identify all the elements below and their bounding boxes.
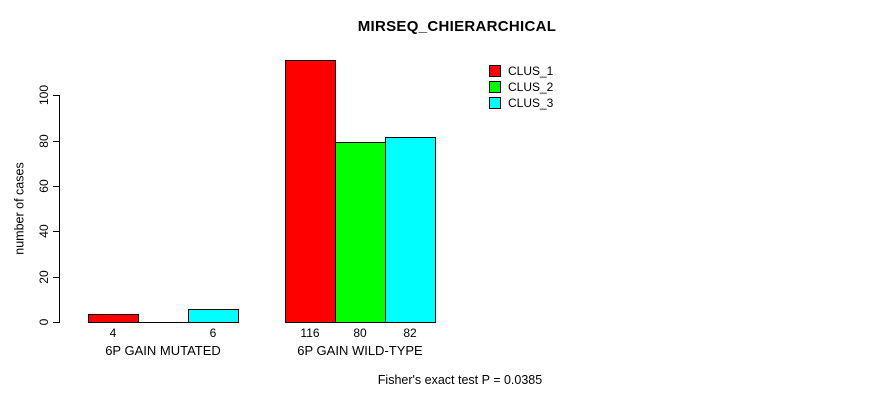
y-tick-mark	[53, 277, 59, 278]
bar-value-label: 4	[109, 326, 117, 340]
legend-swatch-clus_3	[489, 97, 501, 109]
y-axis-line	[59, 95, 60, 323]
y-axis-title: number of cases	[12, 162, 27, 255]
group-label: 6P GAIN MUTATED	[105, 343, 221, 358]
legend-row: CLUS_1	[489, 63, 553, 79]
bar-value-label: 116	[300, 326, 320, 340]
bar-value-label: 6	[209, 326, 217, 340]
bar-clus_2-2	[335, 142, 386, 323]
legend-row: CLUS_3	[489, 95, 553, 111]
bar-clus_1-1	[88, 314, 139, 323]
legend: CLUS_1 CLUS_2 CLUS_3	[489, 63, 553, 111]
footer-note: Fisher's exact test P = 0.0385	[377, 373, 543, 387]
y-tick-label: 100	[37, 84, 51, 106]
group-label: 6P GAIN WILD-TYPE	[297, 343, 423, 358]
bar-value-label: 80	[353, 326, 367, 340]
y-tick-mark	[53, 186, 59, 187]
chart-title: MIRSEQ_CHIERARCHICAL	[357, 18, 557, 35]
legend-label: CLUS_1	[508, 64, 554, 78]
bar-clus_2-1	[138, 322, 189, 323]
bar-value-label: 82	[403, 326, 417, 340]
legend-row: CLUS_2	[489, 79, 553, 95]
y-tick-mark	[53, 231, 59, 232]
bar-clus_3-2	[385, 137, 436, 323]
legend-label: CLUS_3	[508, 96, 554, 110]
y-tick-mark	[53, 95, 59, 96]
legend-label: CLUS_2	[508, 80, 554, 94]
legend-swatch-clus_1	[489, 65, 501, 77]
legend-swatch-clus_2	[489, 81, 501, 93]
y-tick-mark	[53, 322, 59, 323]
bar-clus_1-2	[285, 60, 336, 323]
bar-clus_3-1	[188, 309, 239, 323]
y-tick-mark	[53, 141, 59, 142]
